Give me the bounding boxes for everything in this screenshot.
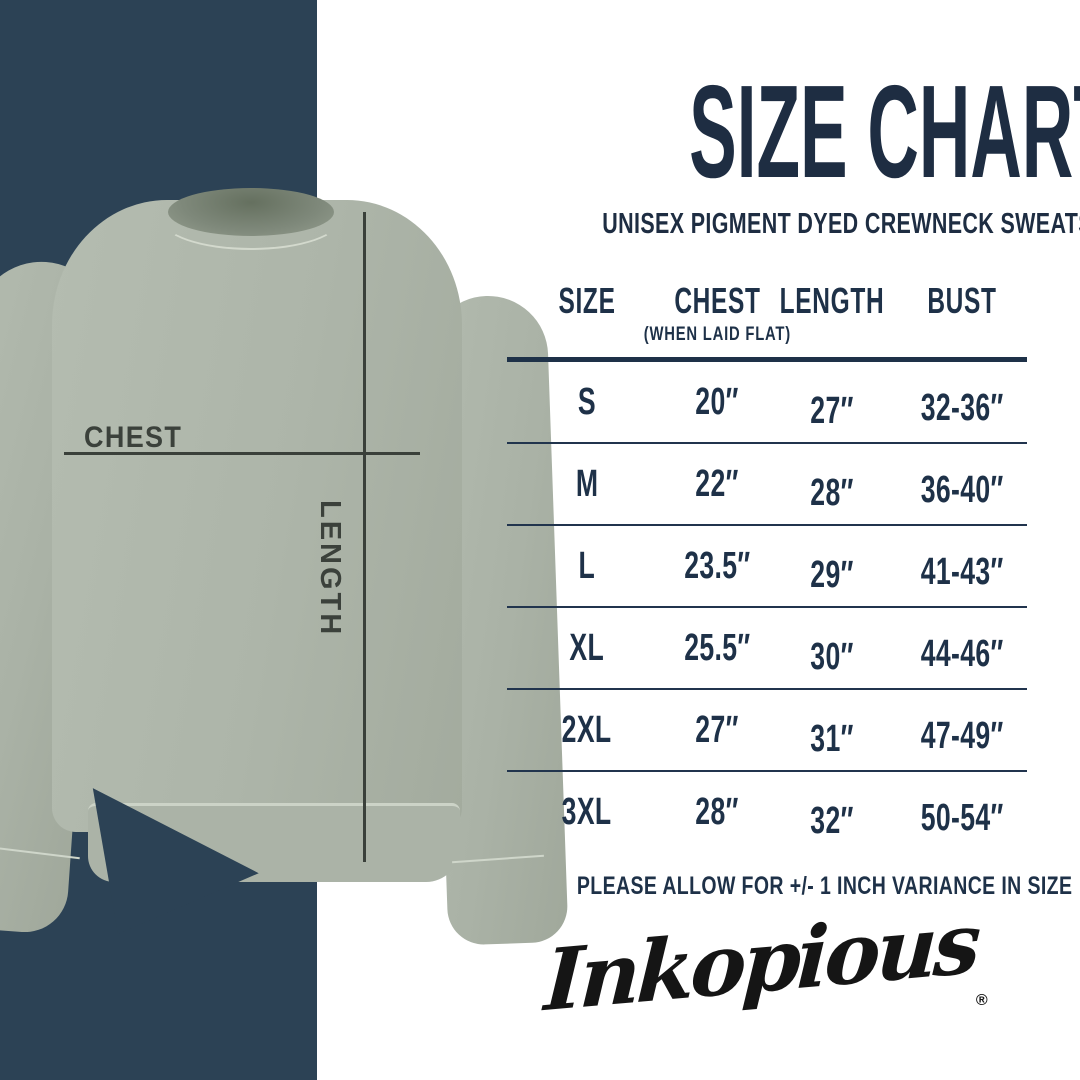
cell-length: 27″ [810,389,854,432]
size-table-header: SIZE CHEST (WHEN LAID FLAT) LENGTH BUST [507,280,1027,346]
size-table-body: S 20″ 27″ 32-36″ M 22″ 28″ 36-40″ L 23.5… [507,362,1027,852]
cell-chest: 23.5″ [683,544,751,587]
table-row-2xl: 2XL 27″ 31″ 47-49″ [507,690,1027,772]
cell-bust: 47-49″ [920,714,1004,757]
crewneck-collar-seam [160,186,342,250]
registered-trademark-icon: ® [975,992,988,1009]
length-measure-line [363,212,366,862]
cell-bust: 44-46″ [920,632,1004,675]
cell-size: XL [569,626,605,669]
cell-size: L [578,544,596,587]
chest-subnote: (WHEN LAID FLAT) [643,324,791,345]
cell-size: 3XL [562,790,612,833]
brand-logo: Inkopious® [507,893,1027,1031]
brand-wordmark: Inkopious [542,892,980,1031]
cell-size: S [577,380,597,423]
table-row-m: M 22″ 28″ 36-40″ [507,444,1027,526]
cell-bust: 41-43″ [920,550,1004,593]
cell-length: 31″ [810,717,854,760]
product-subtitle: UNISEX PIGMENT DYED CREWNECK SWEATSHIRT [602,208,1080,240]
variance-note: PLEASE ALLOW FOR +/- 1 INCH VARIANCE IN … [576,872,1073,900]
cell-length: 32″ [810,799,854,842]
sweatshirt-torso [52,200,462,832]
cell-bust: 32-36″ [920,386,1004,429]
length-measure-label: LENGTH [314,500,346,638]
table-row-3xl: 3XL 28″ 32″ 50-54″ [507,772,1027,852]
column-header-chest: CHEST (WHEN LAID FLAT) [643,280,789,346]
chest-measure-line [64,452,420,455]
cell-length: 29″ [810,553,854,596]
cell-bust: 36-40″ [920,468,1004,511]
cell-chest: 27″ [695,708,739,751]
cell-chest: 28″ [695,790,739,833]
table-row-l: L 23.5″ 29″ 41-43″ [507,526,1027,608]
column-header-length: LENGTH [779,280,885,321]
column-header-bust: BUST [927,280,997,321]
chest-measure-label: CHEST [84,421,183,454]
cell-chest: 20″ [695,380,739,423]
table-header-rule [507,357,1027,362]
column-header-size: SIZE [558,280,616,321]
table-row-s: S 20″ 27″ 32-36″ [507,362,1027,444]
cell-length: 30″ [810,635,854,678]
page-title: SIZE CHART [689,58,1080,205]
table-row-xl: XL 25.5″ 30″ 44-46″ [507,608,1027,690]
cell-size: M [575,462,599,505]
cell-chest: 25.5″ [683,626,751,669]
cell-size: 2XL [562,708,612,751]
cell-length: 28″ [810,471,854,514]
size-chart-panel: SIZE CHART UNISEX PIGMENT DYED CREWNECK … [507,0,1080,1080]
cell-bust: 50-54″ [920,796,1004,839]
cell-chest: 22″ [695,462,739,505]
